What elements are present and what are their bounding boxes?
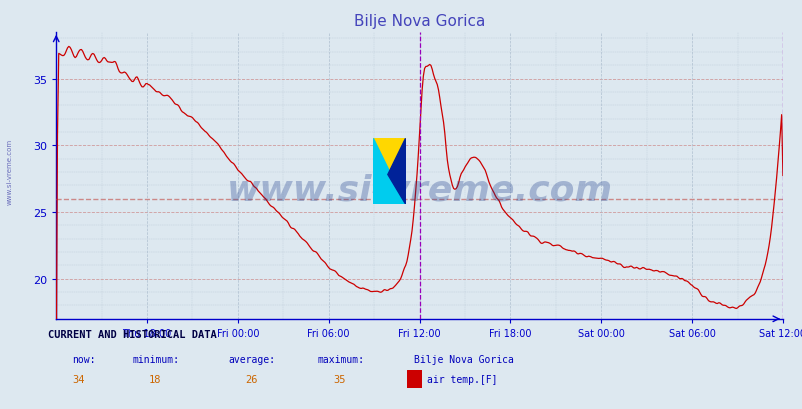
Polygon shape (387, 139, 405, 204)
Text: average:: average: (229, 354, 276, 364)
Text: www.si-vreme.com: www.si-vreme.com (6, 139, 13, 205)
Text: now:: now: (72, 354, 95, 364)
Text: 35: 35 (333, 374, 346, 384)
Text: 18: 18 (148, 374, 161, 384)
Text: CURRENT AND HISTORICAL DATA: CURRENT AND HISTORICAL DATA (48, 329, 217, 339)
Text: www.si-vreme.com: www.si-vreme.com (226, 173, 612, 207)
Polygon shape (373, 139, 405, 204)
Text: maximum:: maximum: (317, 354, 364, 364)
Text: 34: 34 (72, 374, 85, 384)
Title: Bilje Nova Gorica: Bilje Nova Gorica (354, 14, 484, 29)
Text: 26: 26 (245, 374, 257, 384)
Text: minimum:: minimum: (132, 354, 180, 364)
Text: air temp.[F]: air temp.[F] (427, 374, 497, 384)
Text: Bilje Nova Gorica: Bilje Nova Gorica (413, 354, 512, 364)
